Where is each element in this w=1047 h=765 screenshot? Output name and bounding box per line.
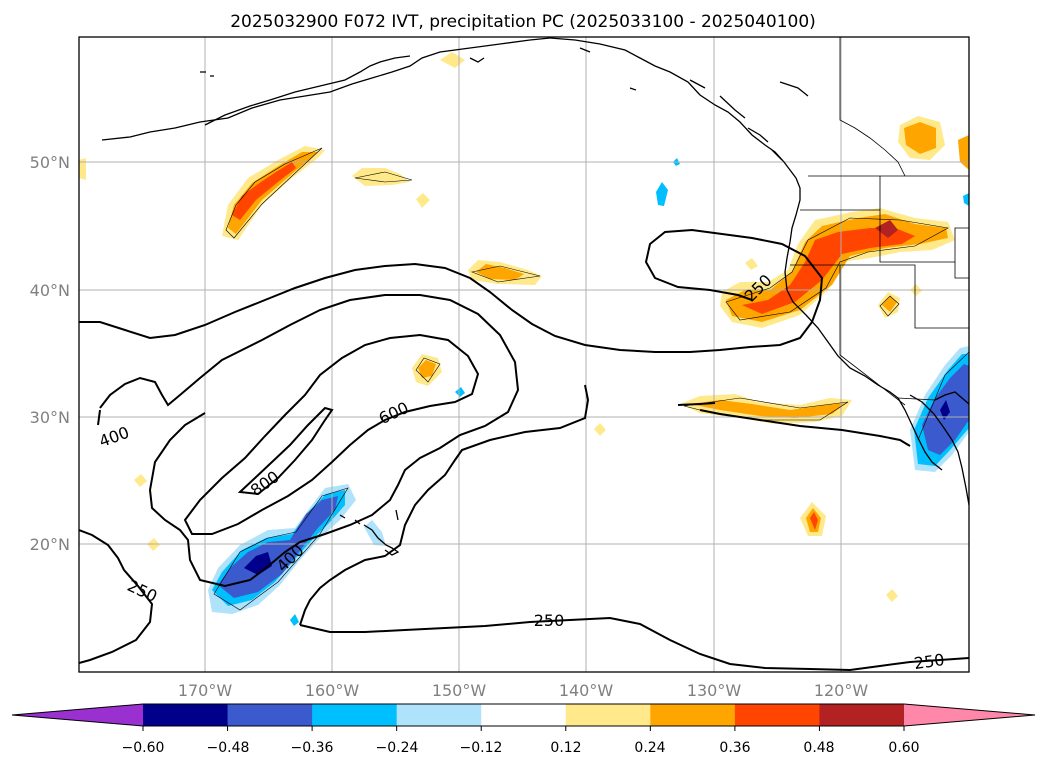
- ivt-contour-250-south-2: [299, 384, 969, 672]
- lon-label-130w: 130°W: [687, 681, 742, 700]
- colorbar-tick-label-7: 0.36: [719, 740, 750, 756]
- latitude-labels: 50°N 40°N 30°N 20°N: [30, 153, 70, 554]
- coastline-alaska-peninsula: [204, 55, 411, 126]
- colorbar-segment: [734, 704, 820, 726]
- contour-label-250-south: 250: [534, 611, 565, 630]
- colorbar-segment: [819, 704, 905, 726]
- colorbar-tick-label-8: 0.48: [803, 740, 834, 756]
- lon-label-120w: 120°W: [814, 681, 869, 700]
- coastline-kodiak: [469, 57, 485, 63]
- precip-patch-north-small-3: [416, 193, 430, 208]
- gridlines: [79, 37, 969, 672]
- ivt-contour-800: [237, 406, 334, 496]
- lon-label-170w: 170°W: [178, 681, 233, 700]
- coastline-mexico: [934, 391, 969, 405]
- coastline-hawaii-1: [363, 524, 400, 556]
- lat-label-40n: 40°N: [30, 281, 70, 300]
- coastline-baja: [897, 394, 969, 506]
- colorbar-tick-label-9: 0.60: [888, 740, 919, 756]
- ivt-contour-250-south: [79, 529, 154, 664]
- precip-patch-us-west-coast-peak: [742, 228, 915, 314]
- coastline-island-1: [395, 81, 809, 521]
- lon-label-160w: 160°W: [305, 681, 360, 700]
- precip-patch-mid-core: [476, 264, 524, 280]
- colorbar-segment: [565, 704, 651, 726]
- colorbar-segment: [481, 704, 567, 726]
- colorbar-tick-label-0: −0.60: [122, 740, 165, 756]
- coastlines: [101, 37, 969, 556]
- precip-patch-dot-4: [886, 589, 898, 602]
- colorbar-tick-label-3: −0.24: [376, 740, 419, 756]
- neg-precip-hawaii-mid: [218, 496, 338, 598]
- lat-label-50n: 50°N: [30, 153, 70, 172]
- precipitation-positive-shading: [79, 52, 969, 602]
- precip-patch-west-ar-peak: [232, 162, 296, 220]
- neg-precip-dot-2: [290, 614, 299, 626]
- precip-patch-canada-east: [958, 135, 969, 170]
- neg-precip-east-edge: [963, 193, 969, 206]
- colorbar-tick-label-1: −0.48: [207, 740, 250, 756]
- map-panel: 400 600 800 400 250 250 250 250: [78, 36, 970, 673]
- lat-label-20n: 20°N: [30, 535, 70, 554]
- political-boundaries: [790, 37, 969, 406]
- ivt-contours: [79, 228, 969, 672]
- precip-patch-subtropical-core: [418, 360, 436, 378]
- colorbar-segment: [396, 704, 482, 726]
- colorbar-outline: [11, 703, 1036, 727]
- precip-patch-canada-core: [904, 122, 936, 154]
- map-border: [78, 36, 970, 673]
- precip-patch-us-west-coast-max: [875, 220, 898, 238]
- colorbar-segment: [143, 704, 229, 726]
- neg-precip-dot: [455, 387, 465, 397]
- colorbar-segment: [227, 704, 313, 726]
- colorbar-ticks: [142, 726, 905, 731]
- coastline-alaska-aleutians: [101, 37, 551, 141]
- colorbar: −0.60 −0.48 −0.36 −0.24 −0.12 0.12 0.24 …: [11, 703, 1036, 756]
- colorbar-tick-label-5: 0.12: [550, 740, 581, 756]
- neg-precip-north: [656, 182, 668, 206]
- precip-patch-south-point-peak: [810, 512, 818, 530]
- ivt-contour-250-east: [677, 402, 911, 447]
- longitude-labels: 170°W 160°W 150°W 140°W 130°W 120°W: [178, 681, 869, 700]
- contour-label-250-southeast: 250: [913, 650, 946, 673]
- colorbar-segment: [312, 704, 398, 726]
- border-states-2: [790, 264, 969, 406]
- precip-patch-east-band-core: [690, 400, 846, 418]
- colorbar-segment: [650, 704, 736, 726]
- lon-label-150w: 150°W: [432, 681, 487, 700]
- map-background: [79, 37, 969, 672]
- colorbar-segments: [12, 704, 1035, 726]
- precip-patch-nevada-core: [882, 296, 897, 312]
- precip-patch-dot-1: [594, 423, 606, 436]
- lat-label-30n: 30°N: [30, 408, 70, 427]
- border-alaska-canada: [839, 37, 906, 177]
- ivt-contour-600: [183, 333, 480, 535]
- precip-patch-dot-6: [745, 258, 758, 270]
- figure-title: 2025032900 F072 IVT, precipitation PC (2…: [230, 12, 816, 32]
- precip-patch-dot-3: [134, 474, 147, 487]
- ivt-contour-400-west: [97, 409, 101, 426]
- precip-outlines: [213, 147, 969, 611]
- colorbar-extend-low: [12, 704, 143, 726]
- coastline-us-west: [784, 177, 899, 399]
- precip-patch-dot-5: [79, 158, 86, 180]
- coastline-bc-islands: [689, 79, 783, 161]
- ivt-contour-400: [99, 294, 520, 588]
- colorbar-tick-label-4: −0.12: [460, 740, 503, 756]
- coastline-small-islands: [200, 47, 637, 91]
- colorbar-extend-high: [904, 704, 1035, 726]
- colorbar-tick-label-6: 0.24: [634, 740, 665, 756]
- ivt-contour-250-outer: [79, 228, 824, 353]
- precip-patch-west-ar-core: [228, 152, 318, 234]
- colorbar-tick-labels: −0.60 −0.48 −0.36 −0.24 −0.12 0.12 0.24 …: [122, 740, 920, 756]
- border-states-3: [897, 262, 969, 401]
- lon-label-140w: 140°W: [559, 681, 614, 700]
- neg-precip-baja-peak: [940, 400, 950, 420]
- colorbar-tick-label-2: −0.36: [291, 740, 334, 756]
